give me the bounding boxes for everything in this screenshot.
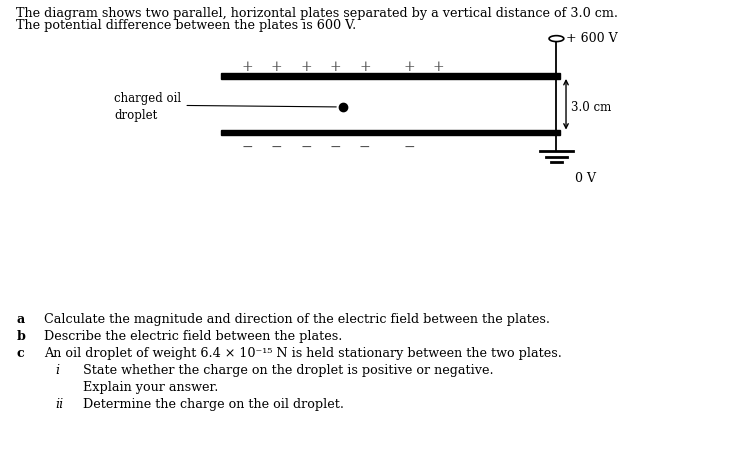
Text: charged oil
droplet: charged oil droplet [114, 92, 181, 122]
Text: An oil droplet of weight 6.4 × 10⁻¹⁵ N is held stationary between the two plates: An oil droplet of weight 6.4 × 10⁻¹⁵ N i… [44, 347, 562, 360]
Text: State whether the charge on the droplet is positive or negative.: State whether the charge on the droplet … [83, 364, 493, 377]
Text: Explain your answer.: Explain your answer. [83, 381, 218, 393]
Text: + 600 V: + 600 V [566, 32, 618, 44]
Text: −: − [270, 140, 282, 154]
Text: +: + [300, 60, 312, 74]
Text: +: + [359, 60, 371, 74]
Bar [221, 74, 560, 79]
Text: Determine the charge on the oil droplet.: Determine the charge on the oil droplet. [83, 398, 343, 410]
Text: +: + [329, 60, 341, 74]
Text: Describe the electric field between the plates.: Describe the electric field between the … [44, 330, 343, 343]
Text: b: b [16, 330, 25, 343]
Text: ii: ii [55, 398, 63, 410]
Text: 3.0 cm: 3.0 cm [571, 101, 612, 114]
Text: a: a [16, 313, 24, 326]
Text: The diagram shows two parallel, horizontal plates separated by a vertical distan: The diagram shows two parallel, horizont… [16, 7, 618, 20]
Text: +: + [270, 60, 282, 74]
Text: Calculate the magnitude and direction of the electric field between the plates.: Calculate the magnitude and direction of… [44, 313, 551, 326]
Text: +: + [403, 60, 415, 74]
Text: 0 V: 0 V [575, 172, 595, 185]
Text: i: i [55, 364, 60, 377]
Text: −: − [329, 140, 341, 154]
Text: +: + [241, 60, 253, 74]
Text: −: − [403, 140, 415, 154]
Text: +: + [433, 60, 444, 74]
Text: The potential difference between the plates is 600 V.: The potential difference between the pla… [16, 19, 357, 32]
Text: −: − [241, 140, 253, 154]
Text: c: c [16, 347, 24, 360]
Text: −: − [359, 140, 371, 154]
Text: −: − [300, 140, 312, 154]
Bar [221, 130, 560, 135]
